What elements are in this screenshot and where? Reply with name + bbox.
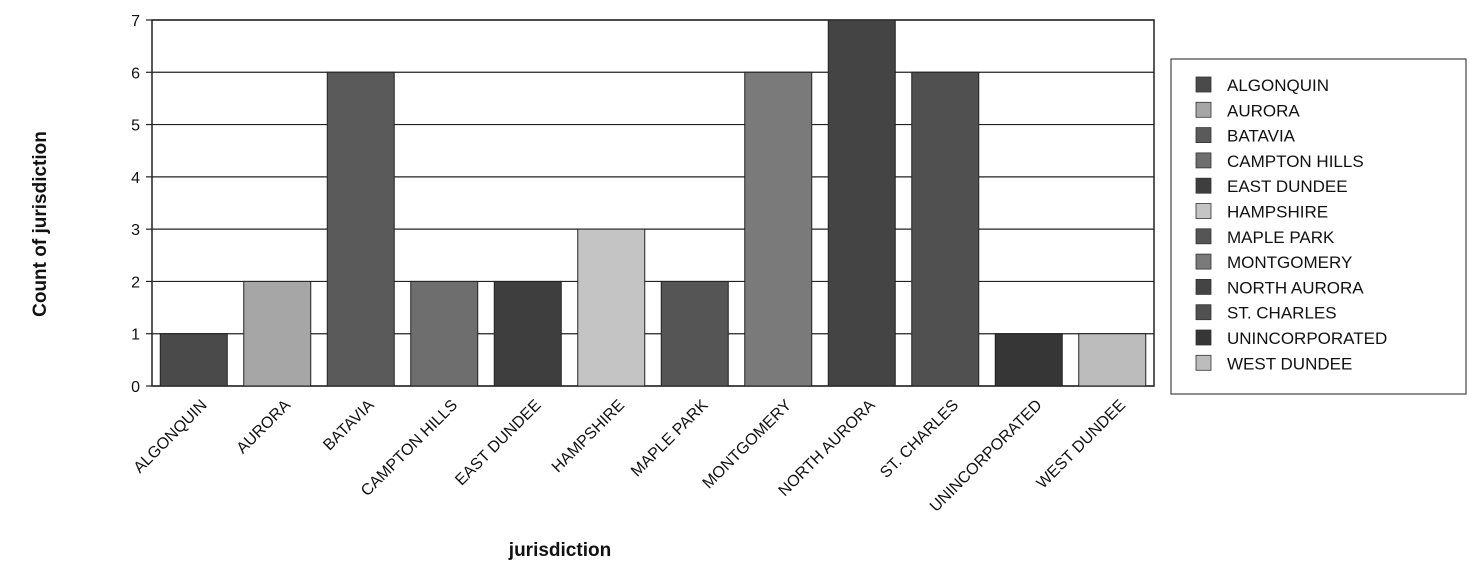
y-tick-label: 1: [131, 327, 140, 344]
bar-aurora: [243, 280, 312, 387]
legend-entry: ST. CHARLES: [1227, 304, 1337, 323]
legend-box: [1170, 58, 1467, 395]
legend-swatch: [1195, 228, 1212, 245]
plot-area: [151, 19, 1155, 387]
legend-swatch: [1195, 127, 1212, 143]
legend-swatch: [1195, 177, 1212, 194]
legend-swatch: [1195, 76, 1212, 93]
legend-entry: CAMPTON HILLS: [1227, 152, 1364, 171]
bar-north-aurora: [827, 19, 896, 387]
plot-frame: [151, 19, 1155, 387]
legend-swatch: [1195, 278, 1212, 295]
legend-entry: EAST DUNDEE: [1227, 177, 1348, 196]
y-tick-label: 4: [131, 170, 140, 187]
legend-swatch: [1195, 152, 1212, 169]
bar-maple-park: [660, 280, 729, 387]
legend-entry: MONTGOMERY: [1227, 253, 1352, 272]
bar-st-charles: [911, 71, 980, 387]
y-tick-label: 0: [131, 379, 140, 396]
legend: ALGONQUIN AURORA BATAVIA CAMPTON HILLS EAST …: [1170, 58, 1467, 395]
x-tick-label: WEST DUNDEE: [1034, 397, 1129, 492]
x-tick-label: ALGONQUIN: [131, 397, 211, 477]
x-axis-title: jurisdiction: [508, 540, 611, 561]
legend-entry: HAMPSHIRE: [1227, 203, 1328, 222]
legend-swatch: [1195, 354, 1212, 371]
legend-entry: BATAVIA: [1227, 127, 1296, 146]
bar-algonquin: [159, 333, 228, 387]
bar-montgomery: [744, 71, 813, 387]
legend-swatch: [1195, 329, 1212, 346]
legend-entry: NORTH AURORA: [1227, 278, 1364, 297]
y-tick-label: 3: [131, 222, 140, 239]
bar-unincorporated: [994, 333, 1063, 387]
legend-swatch: [1195, 203, 1212, 219]
y-tick-label: 5: [131, 118, 140, 135]
legend-entry: WEST DUNDEE: [1227, 354, 1352, 373]
y-axis-title: Count of jurisdiction: [30, 131, 51, 317]
legend-swatch: [1195, 304, 1212, 321]
bar-east-dundee: [493, 280, 562, 387]
y-tick-label: 6: [131, 65, 140, 82]
y-tick-label: 2: [131, 274, 140, 291]
bar-batavia: [326, 71, 395, 387]
y-axis-ticks: 0 1 2 3 4 5 6 7: [131, 13, 152, 396]
bar-west-dundee: [1078, 333, 1147, 387]
bar-campton-hills: [410, 280, 479, 387]
x-tick-label: MAPLE PARK: [628, 397, 712, 481]
x-tick-label: ST. CHARLES: [877, 397, 962, 482]
x-tick-label: HAMPSHIRE: [549, 397, 628, 476]
legend-entry: AURORA: [1227, 101, 1300, 120]
x-tick-label: MONTGOMERY: [700, 397, 796, 493]
x-tick-label: BATAVIA: [320, 397, 378, 455]
bar-hampshire: [577, 228, 646, 387]
legend-entry: UNINCORPORATED: [1227, 329, 1387, 348]
legend-entry: ALGONQUIN: [1227, 76, 1329, 95]
legend-swatch: [1195, 101, 1212, 118]
y-tick-label: 7: [131, 13, 140, 30]
legend-swatch: [1195, 253, 1212, 270]
x-tick-label: EAST DUNDEE: [452, 397, 544, 489]
legend-entry: MAPLE PARK: [1227, 228, 1335, 247]
x-tick-label: AURORA: [234, 397, 295, 458]
